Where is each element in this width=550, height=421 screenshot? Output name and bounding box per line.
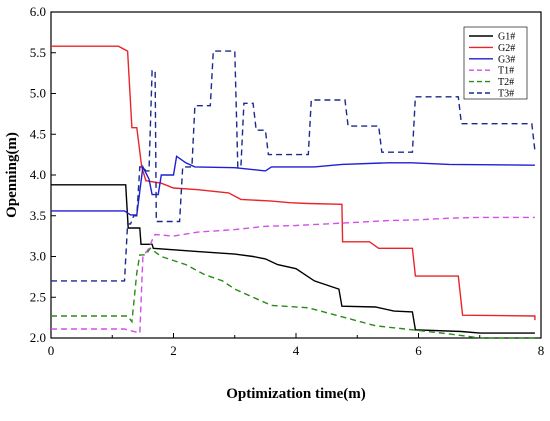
legend-label: T3# bbox=[498, 89, 514, 100]
x-tick-label: 4 bbox=[293, 343, 300, 358]
y-tick-label: 3.0 bbox=[30, 249, 46, 264]
legend-label: G3# bbox=[498, 54, 515, 65]
legend-label: T1# bbox=[498, 66, 514, 77]
legend-box bbox=[463, 26, 528, 100]
series-line-g2 bbox=[51, 45, 536, 321]
x-tick-label: 6 bbox=[415, 343, 422, 358]
x-tick-label: 8 bbox=[538, 343, 545, 358]
y-tick-label: 2.0 bbox=[30, 330, 46, 345]
legend-label: G1# bbox=[498, 32, 515, 43]
y-tick-label: 5.0 bbox=[30, 86, 46, 101]
x-axis-ticks: 0 2 4 6 8 bbox=[48, 333, 545, 358]
y-tick-label: 4.0 bbox=[30, 167, 46, 182]
series-line-g3 bbox=[51, 155, 535, 216]
legend-label: G2# bbox=[498, 43, 515, 54]
series-line-t1 bbox=[51, 216, 535, 335]
series-line-t3 bbox=[51, 50, 536, 282]
x-tick-label: 0 bbox=[48, 343, 55, 358]
y-tick-label: 3.5 bbox=[30, 208, 46, 223]
y-axis-ticks: 2.0 2.5 3.0 3.5 4.0 4.5 5.0 5.5 6.0 bbox=[30, 4, 56, 345]
series-line-g1 bbox=[51, 184, 535, 334]
y-tick-label: 2.5 bbox=[30, 289, 46, 304]
y-tick-label: 5.5 bbox=[30, 45, 46, 60]
series-layer bbox=[51, 45, 536, 339]
legend: G1#G2#G3#T1#T2#T3# bbox=[463, 26, 528, 100]
x-tick-label: 2 bbox=[170, 343, 177, 358]
y-axis-title: Openning(m) bbox=[4, 132, 20, 218]
legend-label: T2# bbox=[498, 77, 514, 88]
y-tick-label: 4.5 bbox=[30, 126, 46, 141]
series-line-t2 bbox=[51, 247, 535, 339]
y-tick-label: 6.0 bbox=[30, 4, 46, 19]
x-axis-title: Optimization time(m) bbox=[226, 386, 366, 402]
